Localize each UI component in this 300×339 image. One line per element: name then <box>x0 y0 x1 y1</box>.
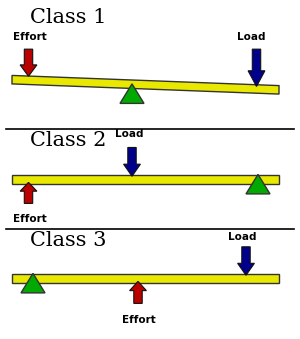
Polygon shape <box>246 174 270 194</box>
Polygon shape <box>12 275 279 283</box>
Text: Class 2: Class 2 <box>30 131 106 149</box>
FancyArrow shape <box>248 49 265 86</box>
FancyArrow shape <box>20 49 37 76</box>
Text: Effort: Effort <box>13 214 46 223</box>
FancyArrow shape <box>20 182 37 203</box>
FancyArrow shape <box>124 147 140 176</box>
Text: Load: Load <box>228 232 256 242</box>
FancyArrow shape <box>130 281 146 303</box>
FancyArrow shape <box>238 247 254 275</box>
Polygon shape <box>12 176 279 184</box>
Text: Load: Load <box>116 129 144 139</box>
Text: Class 3: Class 3 <box>30 231 106 250</box>
Text: Effort: Effort <box>14 33 47 42</box>
Text: Class 1: Class 1 <box>30 8 106 27</box>
Text: Effort: Effort <box>122 315 155 324</box>
Polygon shape <box>12 76 279 94</box>
Polygon shape <box>120 84 144 103</box>
Text: Load: Load <box>237 33 266 42</box>
Polygon shape <box>21 273 45 293</box>
